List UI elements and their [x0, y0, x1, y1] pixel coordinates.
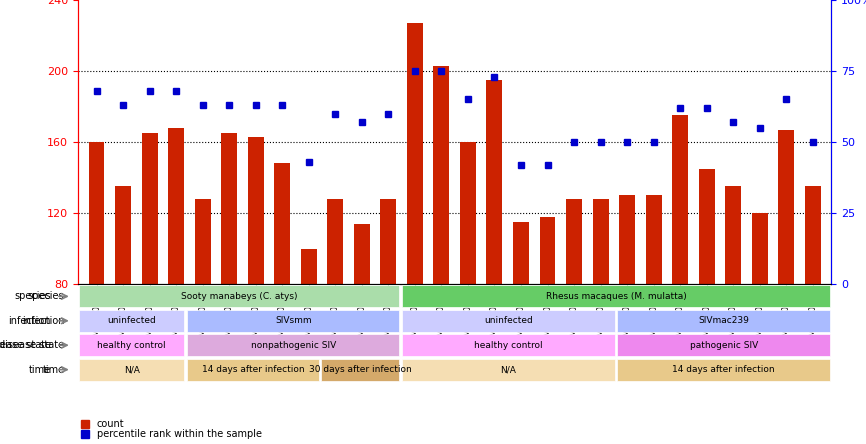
Text: time: time	[29, 365, 50, 375]
Text: disease state: disease state	[0, 340, 64, 350]
Text: count: count	[97, 419, 125, 428]
FancyBboxPatch shape	[80, 359, 184, 381]
FancyBboxPatch shape	[321, 359, 399, 381]
Text: infection: infection	[22, 316, 64, 326]
FancyBboxPatch shape	[402, 359, 615, 381]
Bar	[513, 222, 529, 426]
FancyBboxPatch shape	[187, 310, 399, 332]
Text: pathogenic SIV: pathogenic SIV	[689, 341, 758, 350]
Bar	[380, 199, 397, 426]
Bar	[88, 142, 105, 426]
Text: uninfected: uninfected	[484, 316, 533, 325]
Bar	[327, 199, 343, 426]
Text: species: species	[14, 291, 50, 301]
Bar	[248, 137, 263, 426]
FancyBboxPatch shape	[80, 285, 399, 307]
FancyBboxPatch shape	[80, 310, 184, 332]
Text: nonpathogenic SIV: nonpathogenic SIV	[250, 341, 336, 350]
Bar	[592, 199, 609, 426]
Bar	[805, 186, 821, 426]
Bar	[433, 66, 449, 426]
Text: disease state: disease state	[0, 340, 50, 350]
FancyBboxPatch shape	[80, 334, 184, 356]
FancyBboxPatch shape	[402, 285, 830, 307]
Bar	[699, 169, 714, 426]
FancyBboxPatch shape	[617, 334, 830, 356]
Bar	[275, 163, 290, 426]
FancyBboxPatch shape	[187, 359, 319, 381]
Text: Rhesus macaques (M. mulatta): Rhesus macaques (M. mulatta)	[546, 292, 687, 301]
Text: 14 days after infection: 14 days after infection	[202, 365, 304, 374]
Text: healthy control: healthy control	[475, 341, 543, 350]
Text: percentile rank within the sample: percentile rank within the sample	[97, 429, 262, 439]
Bar	[407, 23, 423, 426]
Bar	[779, 130, 794, 426]
Text: healthy control: healthy control	[98, 341, 166, 350]
Text: species: species	[28, 291, 64, 301]
FancyBboxPatch shape	[617, 310, 830, 332]
Bar	[672, 115, 688, 426]
Text: Sooty manabeys (C. atys): Sooty manabeys (C. atys)	[181, 292, 298, 301]
Text: infection: infection	[8, 316, 50, 326]
Text: time: time	[42, 365, 64, 375]
FancyBboxPatch shape	[617, 359, 830, 381]
Bar	[487, 80, 502, 426]
Bar	[301, 249, 317, 426]
Bar	[540, 217, 555, 426]
Text: 30 days after infection: 30 days after infection	[309, 365, 412, 374]
Text: SIVsmm: SIVsmm	[275, 316, 312, 325]
Bar	[142, 133, 158, 426]
Bar	[354, 224, 370, 426]
Bar	[725, 186, 741, 426]
Bar	[752, 213, 767, 426]
Bar	[168, 128, 184, 426]
Bar	[460, 142, 476, 426]
Text: N/A: N/A	[124, 365, 139, 374]
Text: N/A: N/A	[501, 365, 516, 374]
Bar	[619, 195, 635, 426]
Text: 14 days after infection: 14 days after infection	[672, 365, 775, 374]
Bar	[646, 195, 662, 426]
Bar	[221, 133, 237, 426]
Text: uninfected: uninfected	[107, 316, 156, 325]
Text: SIVmac239: SIVmac239	[698, 316, 749, 325]
Bar	[566, 199, 582, 426]
Bar	[195, 199, 210, 426]
FancyBboxPatch shape	[187, 334, 399, 356]
FancyBboxPatch shape	[402, 310, 615, 332]
Bar	[115, 186, 131, 426]
FancyBboxPatch shape	[402, 334, 615, 356]
